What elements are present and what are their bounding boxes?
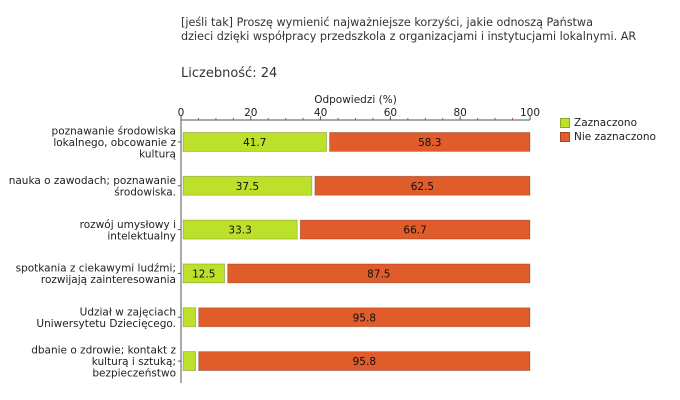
category-label: bezpieczeństwo xyxy=(92,368,176,380)
bar-zaznaczono xyxy=(182,175,313,196)
category-label: nauka o zawodach; poznawanie xyxy=(9,175,176,187)
category-label: środowiska. xyxy=(114,187,176,199)
sample-count: Liczebność: 24 xyxy=(181,66,278,81)
x-tick-label: 40 xyxy=(314,107,327,119)
x-tick-label: 60 xyxy=(384,107,397,119)
bar-nie-zaznaczono xyxy=(329,132,531,152)
category-label: Udział w zajęciach xyxy=(80,307,176,319)
data-label: 58.3 xyxy=(418,137,441,149)
bar-zaznaczono xyxy=(182,219,298,240)
legend-item-zaznaczono: Zaznaczono xyxy=(560,116,656,130)
legend-swatch-nie-zaznaczono xyxy=(560,132,570,142)
bar-nie-zaznaczono xyxy=(299,219,531,240)
category-label: intelektualny xyxy=(107,230,176,242)
data-label: 66.7 xyxy=(403,225,426,237)
category-label: kulturą xyxy=(139,148,176,160)
data-label: 41.7 xyxy=(243,137,266,149)
x-tick-label: 100 xyxy=(520,107,540,119)
bar-nie-zaznaczono xyxy=(314,175,531,196)
legend-item-nie-zaznaczono: Nie zaznaczono xyxy=(560,130,656,144)
legend-label-zaznaczono: Zaznaczono xyxy=(574,117,638,129)
legend-swatch-zaznaczono xyxy=(560,118,570,128)
x-tick-label: 80 xyxy=(454,107,467,119)
bar-nie-zaznaczono xyxy=(227,263,531,284)
category-label: lokalnego, obcowanie z xyxy=(53,137,176,149)
category-label: rozwijają zainteresowania xyxy=(41,274,176,286)
category-label: Uniwersytetu Dziecięcego. xyxy=(36,318,176,330)
category-label: poznawanie środowiska xyxy=(52,125,176,137)
category-label: kulturą i sztuką; xyxy=(92,356,176,368)
data-label: 62.5 xyxy=(411,181,434,193)
data-label: 12.5 xyxy=(192,268,215,280)
bar-nie-zaznaczono xyxy=(198,351,531,371)
x-axis-label: Odpowiedzi (%) xyxy=(314,94,397,106)
bar-zaznaczono xyxy=(182,307,197,328)
bar-zaznaczono xyxy=(182,351,197,371)
bar-zaznaczono xyxy=(182,132,327,152)
category-label: spotkania z ciekawymi ludźmi; xyxy=(16,263,176,275)
legend-label-nie-zaznaczono: Nie zaznaczono xyxy=(574,131,656,143)
bar-zaznaczono xyxy=(182,263,226,284)
category-label: dbanie o zdrowie; kontakt z xyxy=(31,345,176,357)
bar-nie-zaznaczono xyxy=(198,307,531,328)
chart-title: [jeśli tak] Proszę wymienić najważniejsz… xyxy=(181,16,661,44)
category-label: rozwój umysłowy i xyxy=(80,219,176,231)
data-label: 95.8 xyxy=(353,356,376,368)
legend: Zaznaczono Nie zaznaczono xyxy=(560,116,656,144)
x-tick-label: 20 xyxy=(244,107,257,119)
x-tick-label: 0 xyxy=(178,107,185,119)
chart-title-line-2: dzieci dzięki współpracy przedszkola z o… xyxy=(181,30,637,43)
data-label: 95.8 xyxy=(353,312,376,324)
data-label: 87.5 xyxy=(367,268,390,280)
data-label: 33.3 xyxy=(228,225,251,237)
chart-title-line-1: [jeśli tak] Proszę wymienić najważniejsz… xyxy=(181,16,593,29)
data-label: 37.5 xyxy=(236,181,259,193)
